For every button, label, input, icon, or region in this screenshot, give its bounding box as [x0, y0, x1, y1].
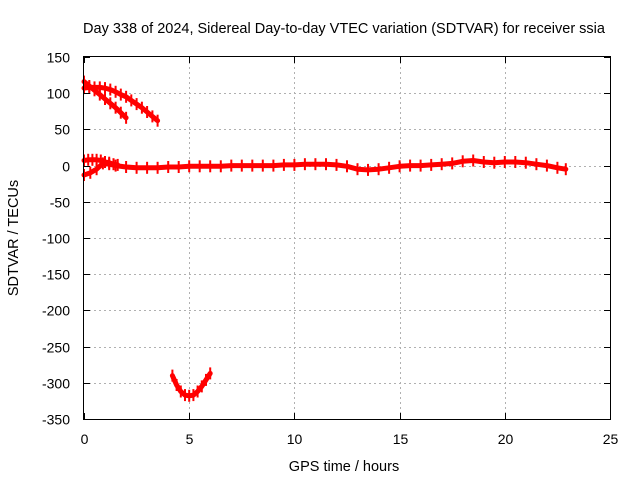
y-tick-label: -50 — [50, 195, 70, 211]
y-tick-label: 0 — [62, 159, 70, 175]
y-tick-label: 50 — [54, 122, 70, 138]
data-layer — [81, 75, 569, 402]
grid-layer — [84, 57, 610, 419]
series-line-3 — [169, 370, 213, 399]
y-tick-label: -300 — [42, 376, 70, 392]
y-tick-label: -100 — [42, 231, 70, 247]
y-tick-label: -200 — [42, 303, 70, 319]
x-tick-label: 25 — [603, 431, 619, 447]
chart-title: Day 338 of 2024, Sidereal Day-to-day VTE… — [83, 21, 606, 37]
y-tick-label: -350 — [42, 412, 70, 428]
plot-frame — [83, 56, 611, 420]
x-tick-label: 5 — [186, 431, 194, 447]
x-tick-label: 10 — [287, 431, 303, 447]
x-tick-label: 15 — [393, 431, 409, 447]
tick-layer: 0 5 10 15 20 25 150 100 50 0 -50 -100 -150 -200 -250 -3… — [42, 50, 619, 448]
y-tick-label: -150 — [42, 267, 70, 283]
y-tick-label: 100 — [47, 86, 71, 102]
y-tick-label: -250 — [42, 340, 70, 356]
x-axis-label: GPS time / hours — [289, 459, 399, 475]
x-tick-label: 20 — [498, 431, 514, 447]
y-axis-label: SDTVAR / TECUs — [6, 180, 22, 296]
x-tick-label: 0 — [81, 431, 89, 447]
y-tick-label: 150 — [47, 50, 71, 66]
